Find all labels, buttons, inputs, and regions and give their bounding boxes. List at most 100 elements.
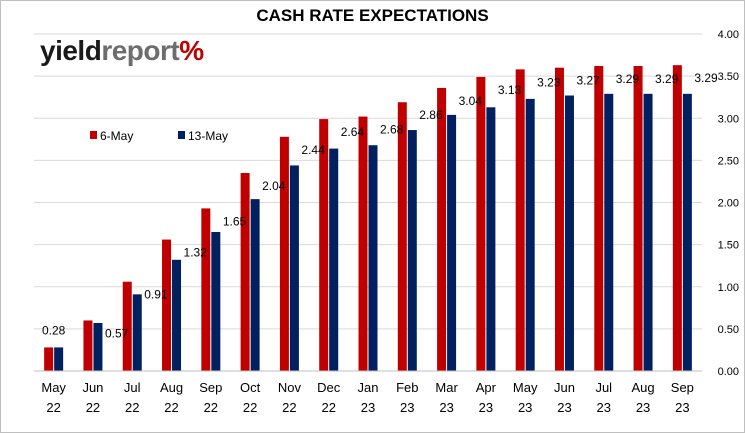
bar-6-may [594, 66, 604, 371]
bar-6-may [201, 208, 211, 371]
bar-6-may [554, 67, 564, 371]
bar-6-may [397, 102, 407, 372]
x-tick-label-year: 22 [86, 400, 100, 415]
data-labels: 0.28 0.57 0.91 1.32 1.65 2.04 2.44 2.64 2.68 2.86… [42, 71, 718, 340]
bar-13-may [447, 114, 457, 371]
x-tick-label-month: Sep [199, 380, 222, 395]
data-label: 2.86 [419, 108, 443, 122]
data-label: 3.23 [537, 75, 561, 89]
bar-13-may [250, 199, 260, 371]
x-tick-label-year: 22 [243, 400, 257, 415]
data-label: 2.68 [380, 123, 404, 137]
yieldreport-logo: yieldreport% [40, 36, 204, 66]
bar-6-may [44, 347, 54, 371]
y-tick-label: 2.50 [718, 155, 739, 167]
bar-6-may [633, 66, 643, 371]
x-tick-label-month: Apr [476, 380, 497, 395]
bar-6-may [476, 76, 486, 371]
bar-13-may [525, 98, 535, 371]
bar-6-may [279, 136, 289, 371]
x-tick-label-month: Dec [317, 380, 341, 395]
y-tick-label: 1.50 [718, 240, 739, 252]
x-tick-label-month: Jul [124, 380, 141, 395]
x-tick-label-year: 23 [400, 400, 414, 415]
data-label: 2.44 [301, 143, 325, 157]
x-tick-label-year: 23 [518, 400, 532, 415]
legend-label: 13-May [188, 129, 228, 143]
bar-13-may [604, 93, 614, 371]
x-tick-label-month: Feb [396, 380, 418, 395]
legend: 6-May 13-May [90, 129, 228, 143]
x-tick-label-month: Sep [671, 380, 694, 395]
data-label: 0.28 [42, 323, 66, 337]
data-label: 2.64 [341, 125, 365, 139]
bar-6-may [240, 173, 250, 371]
x-tick-label-year: 22 [125, 400, 139, 415]
x-tick-label-month: Oct [240, 380, 261, 395]
bars [44, 65, 692, 372]
bar-13-may [368, 145, 378, 371]
x-tick-label-month: Jul [595, 380, 612, 395]
x-tick-label-year: 23 [361, 400, 375, 415]
x-tick-label-year: 22 [46, 400, 60, 415]
x-tick-label-year: 23 [597, 400, 611, 415]
data-label: 3.04 [459, 94, 483, 108]
x-tick-label-year: 22 [282, 400, 296, 415]
x-tick-label-year: 22 [321, 400, 335, 415]
x-tick-label-month: May [513, 380, 538, 395]
bar-13-may [211, 231, 221, 371]
data-label: 0.91 [144, 288, 168, 302]
x-tick-label-year: 23 [479, 400, 493, 415]
data-label: 0.57 [105, 326, 129, 340]
x-tick-label-month: Jun [554, 380, 575, 395]
bar-6-may [122, 281, 132, 371]
x-tick-label-month: Jan [358, 380, 379, 395]
bar-13-may [54, 347, 64, 371]
logo-percent-symbol: % [179, 35, 204, 66]
x-tick-label-year: 23 [557, 400, 571, 415]
axes: 0.00 0.50 1.00 1.50 2.00 2.50 3.00 3.50 4.00 May 2… [34, 29, 739, 415]
data-label: 3.27 [576, 74, 600, 88]
x-tick-label-month: Aug [160, 380, 183, 395]
x-tick-label-year: 23 [675, 400, 689, 415]
data-label: 3.29 [655, 72, 679, 86]
bar-13-may [564, 95, 574, 371]
bar-6-may [319, 119, 329, 371]
data-label: 3.29 [694, 71, 718, 85]
bar-13-may [93, 322, 103, 371]
bar-13-may [682, 93, 692, 371]
data-label: 1.65 [223, 214, 247, 228]
bar-13-may [132, 294, 142, 371]
legend-swatch [178, 131, 185, 139]
bar-6-may [162, 239, 172, 371]
x-tick-label-year: 22 [164, 400, 178, 415]
data-label: 1.32 [184, 246, 208, 260]
bar-6-may [83, 320, 93, 371]
y-tick-label: 3.50 [718, 71, 739, 83]
bar-6-may [515, 69, 525, 371]
x-tick-label-year: 22 [204, 400, 218, 415]
logo-word-yield: yield [40, 35, 102, 66]
bar-13-may [329, 148, 339, 371]
bar-13-may [407, 130, 417, 371]
bar-13-may [643, 93, 653, 371]
y-tick-label: 2.00 [718, 198, 739, 210]
data-label: 3.29 [616, 72, 640, 86]
bar-6-may [358, 116, 368, 371]
y-tick-label: 1.00 [718, 282, 739, 294]
gridlines [34, 33, 702, 372]
x-tick-label-month: May [41, 380, 66, 395]
legend-label: 6-May [100, 129, 133, 143]
bar-13-may [289, 165, 299, 371]
legend-swatch [90, 131, 97, 139]
data-label: 2.04 [262, 179, 286, 193]
x-tick-label-month: Jun [82, 380, 103, 395]
x-tick-label-year: 23 [636, 400, 650, 415]
x-tick-label-year: 23 [439, 400, 453, 415]
bar-6-may [437, 87, 447, 372]
x-tick-label-month: Mar [435, 380, 458, 395]
data-label: 3.13 [498, 83, 522, 97]
y-tick-label: 3.00 [718, 113, 739, 125]
y-tick-label: 4.00 [718, 29, 739, 41]
